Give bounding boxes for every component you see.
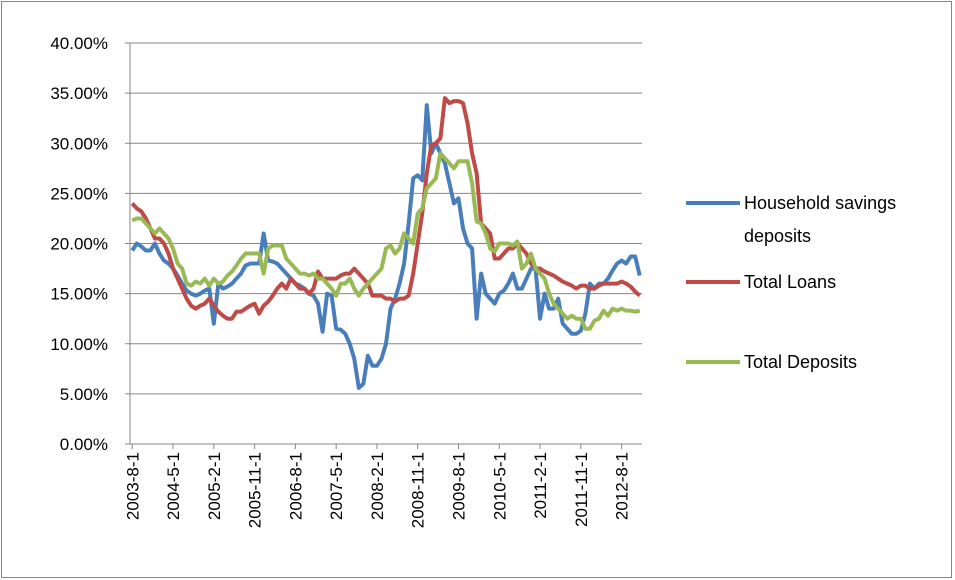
legend-item: Total Loans bbox=[686, 266, 949, 299]
y-tick-label: 10.00% bbox=[50, 335, 108, 354]
y-tick-label: 30.00% bbox=[50, 134, 108, 153]
legend-item: Total Deposits bbox=[686, 346, 949, 379]
x-tick-label: 2005-11-1 bbox=[246, 452, 265, 528]
x-tick-label: 2007-5-1 bbox=[327, 452, 346, 520]
y-tick-label: 35.00% bbox=[50, 84, 108, 103]
legend-swatch bbox=[686, 360, 740, 364]
x-tick-label: 2012-8-1 bbox=[613, 452, 632, 520]
y-tick-label: 0.00% bbox=[60, 435, 108, 454]
y-tick-label: 20.00% bbox=[50, 235, 108, 254]
x-tick-label: 2003-8-1 bbox=[123, 452, 142, 520]
x-tick-label: 2011-11-1 bbox=[572, 452, 591, 527]
y-tick-label: 5.00% bbox=[60, 385, 108, 404]
legend-swatch bbox=[686, 280, 740, 284]
x-tick-label: 2009-8-1 bbox=[449, 452, 468, 520]
legend-label: Household savings deposits bbox=[744, 193, 897, 246]
x-tick-label: 2010-5-1 bbox=[490, 452, 509, 520]
x-tick-label: 2011-2-1 bbox=[531, 452, 550, 519]
x-tick-label: 2008-11-1 bbox=[409, 452, 428, 528]
x-tick-label: 2006-8-1 bbox=[286, 452, 305, 520]
x-tick-label: 2008-2-1 bbox=[368, 452, 387, 520]
y-tick-label: 25.00% bbox=[50, 184, 108, 203]
legend-label: Total Loans bbox=[744, 272, 837, 292]
y-tick-label: 15.00% bbox=[50, 285, 108, 304]
legend-item: Household savings deposits bbox=[686, 187, 949, 253]
x-tick-label: 2004-5-1 bbox=[164, 452, 183, 520]
series-line bbox=[130, 96, 642, 321]
x-tick-label: 2005-2-1 bbox=[205, 452, 224, 520]
legend-swatch bbox=[686, 201, 740, 205]
series-line bbox=[131, 151, 641, 331]
legend-label: Total Deposits bbox=[744, 352, 858, 372]
y-tick-label: 40.00% bbox=[50, 34, 108, 53]
